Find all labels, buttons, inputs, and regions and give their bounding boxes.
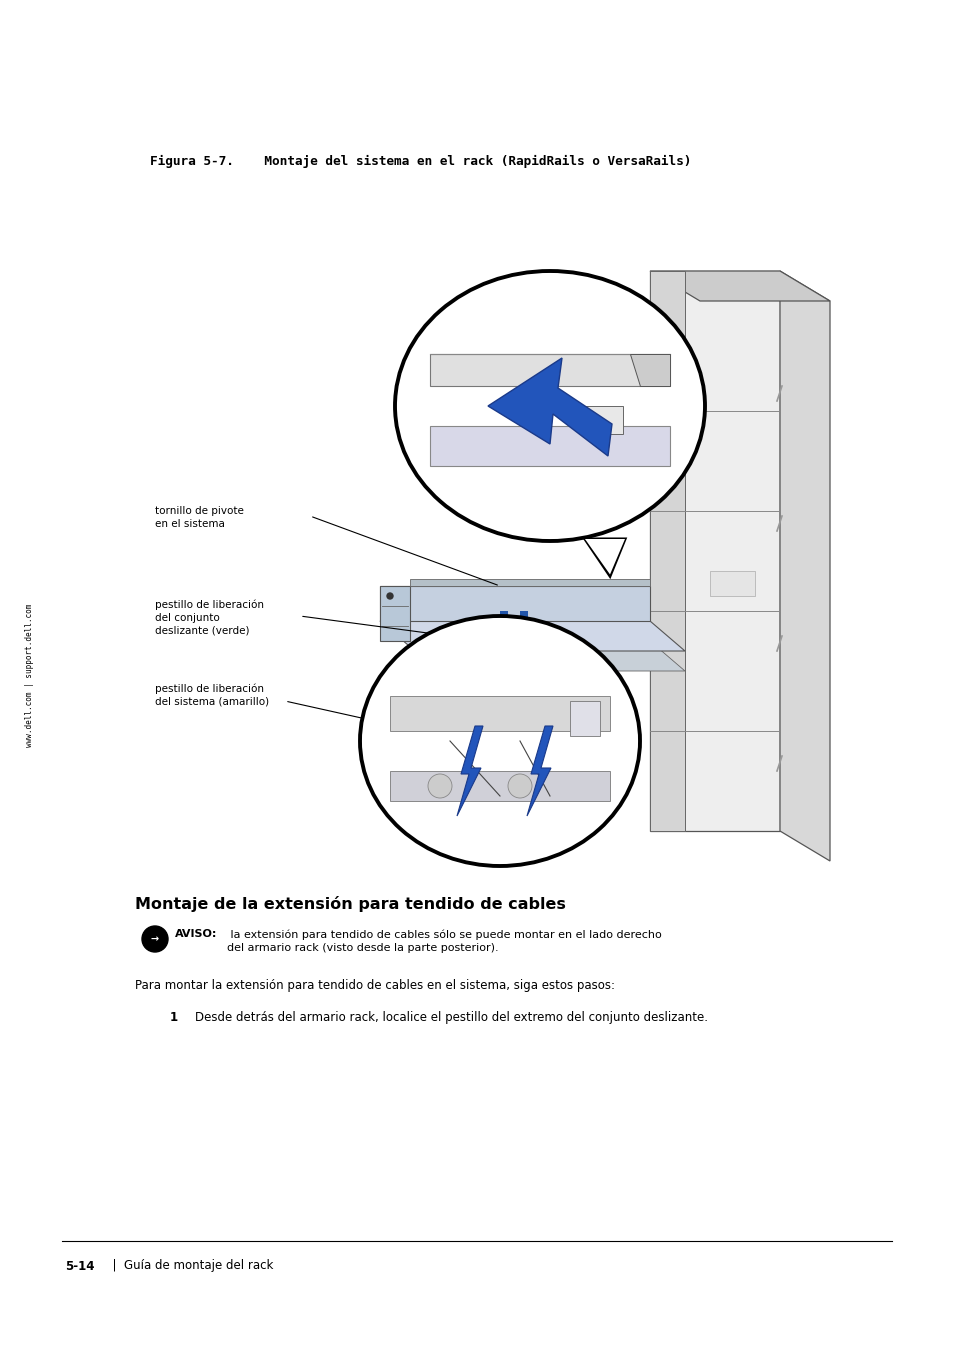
Circle shape <box>428 774 452 798</box>
FancyBboxPatch shape <box>390 696 609 731</box>
Polygon shape <box>584 539 624 574</box>
FancyBboxPatch shape <box>430 354 669 386</box>
Text: Desde detrás del armario rack, localice el pestillo del extremo del conjunto des: Desde detrás del armario rack, localice … <box>194 1011 707 1024</box>
Polygon shape <box>379 621 684 651</box>
Polygon shape <box>379 586 649 621</box>
Text: pestillo de liberación
del sistema (amarillo): pestillo de liberación del sistema (amar… <box>154 684 269 707</box>
Text: Para montar la extensión para tendido de cables en el sistema, siga estos pasos:: Para montar la extensión para tendido de… <box>135 979 615 992</box>
FancyBboxPatch shape <box>709 571 754 596</box>
Text: |  Guía de montaje del rack: | Guía de montaje del rack <box>105 1259 274 1273</box>
Ellipse shape <box>359 616 639 866</box>
Polygon shape <box>649 272 829 301</box>
Circle shape <box>387 593 393 598</box>
Text: 1: 1 <box>170 1011 178 1024</box>
Polygon shape <box>456 725 482 816</box>
Text: pestillo de liberación
del conjunto
deslizante (verde): pestillo de liberación del conjunto desl… <box>154 598 264 636</box>
Polygon shape <box>488 358 612 457</box>
Polygon shape <box>780 272 829 861</box>
Text: AVISO:: AVISO: <box>174 929 217 939</box>
Polygon shape <box>410 580 649 586</box>
FancyBboxPatch shape <box>569 701 599 736</box>
Text: www.dell.com | support.dell.com: www.dell.com | support.dell.com <box>26 604 34 747</box>
Polygon shape <box>526 725 553 816</box>
Text: 5-14: 5-14 <box>65 1259 94 1273</box>
Text: Figura 5-7.    Montaje del sistema en el rack (RapidRails o VersaRails): Figura 5-7. Montaje del sistema en el ra… <box>150 155 691 168</box>
Text: tornillo de pivote
en el sistema: tornillo de pivote en el sistema <box>154 507 244 530</box>
Polygon shape <box>629 354 669 386</box>
FancyBboxPatch shape <box>649 272 684 831</box>
Text: →: → <box>151 934 159 944</box>
Polygon shape <box>584 539 624 576</box>
FancyBboxPatch shape <box>430 426 669 466</box>
Polygon shape <box>649 272 780 831</box>
FancyBboxPatch shape <box>584 407 622 434</box>
Polygon shape <box>410 640 684 671</box>
Ellipse shape <box>395 272 704 540</box>
FancyBboxPatch shape <box>390 771 609 801</box>
FancyBboxPatch shape <box>519 611 527 648</box>
Text: Montaje de la extensión para tendido de cables: Montaje de la extensión para tendido de … <box>135 896 565 912</box>
Text: la extensión para tendido de cables sólo se puede montar en el lado derecho
del : la extensión para tendido de cables sólo… <box>227 929 661 952</box>
FancyBboxPatch shape <box>499 611 507 648</box>
Polygon shape <box>379 586 410 640</box>
Circle shape <box>142 925 168 952</box>
Circle shape <box>507 774 532 798</box>
